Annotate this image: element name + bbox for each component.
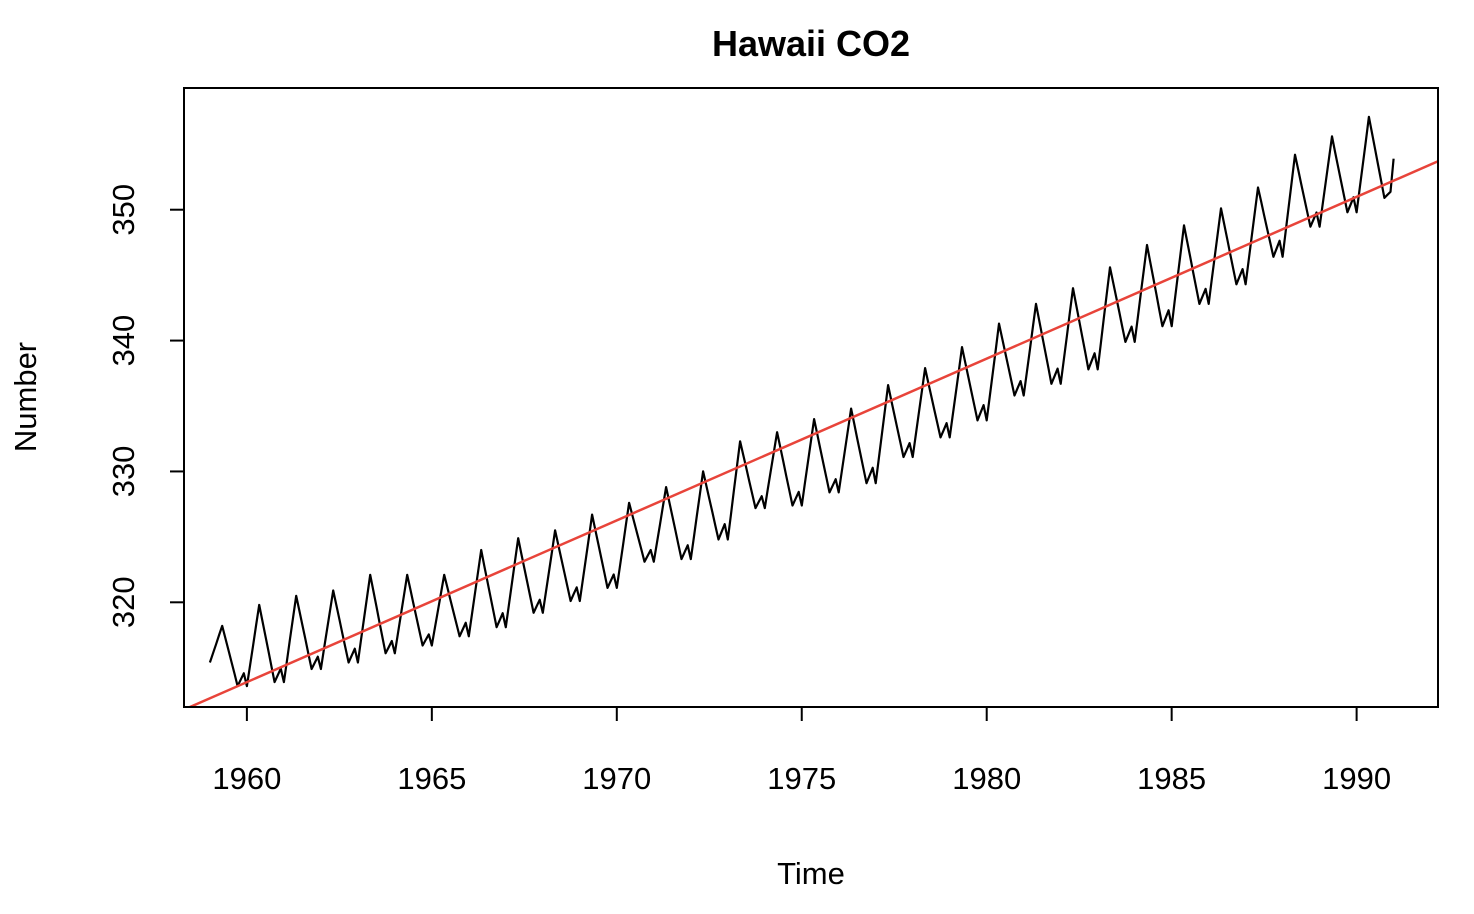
x-tick-label: 1975 (767, 761, 836, 796)
x-tick-label: 1970 (582, 761, 651, 796)
chart-title: Hawaii CO2 (712, 23, 910, 64)
x-tick-label: 1985 (1137, 761, 1206, 796)
trend-line (186, 160, 1438, 707)
x-tick-label: 1960 (212, 761, 281, 796)
y-tick-label: 320 (106, 576, 141, 628)
x-axis-label: Time (777, 856, 845, 891)
x-tick-label: 1990 (1322, 761, 1391, 796)
y-tick-label: 340 (106, 315, 141, 367)
y-axis: 320 330 340 350 (106, 184, 185, 628)
plot-area (186, 115, 1438, 707)
y-tick-label: 330 (106, 446, 141, 498)
series-line-co2 (208, 115, 1395, 688)
y-tick-label: 350 (106, 184, 141, 236)
x-tick-label: 1965 (397, 761, 466, 796)
x-axis: 1960 1965 1970 1975 1980 1985 1990 (212, 706, 1391, 796)
plot-frame (183, 87, 1439, 708)
x-tick-label: 1980 (952, 761, 1021, 796)
y-axis-label: Number (8, 342, 43, 452)
